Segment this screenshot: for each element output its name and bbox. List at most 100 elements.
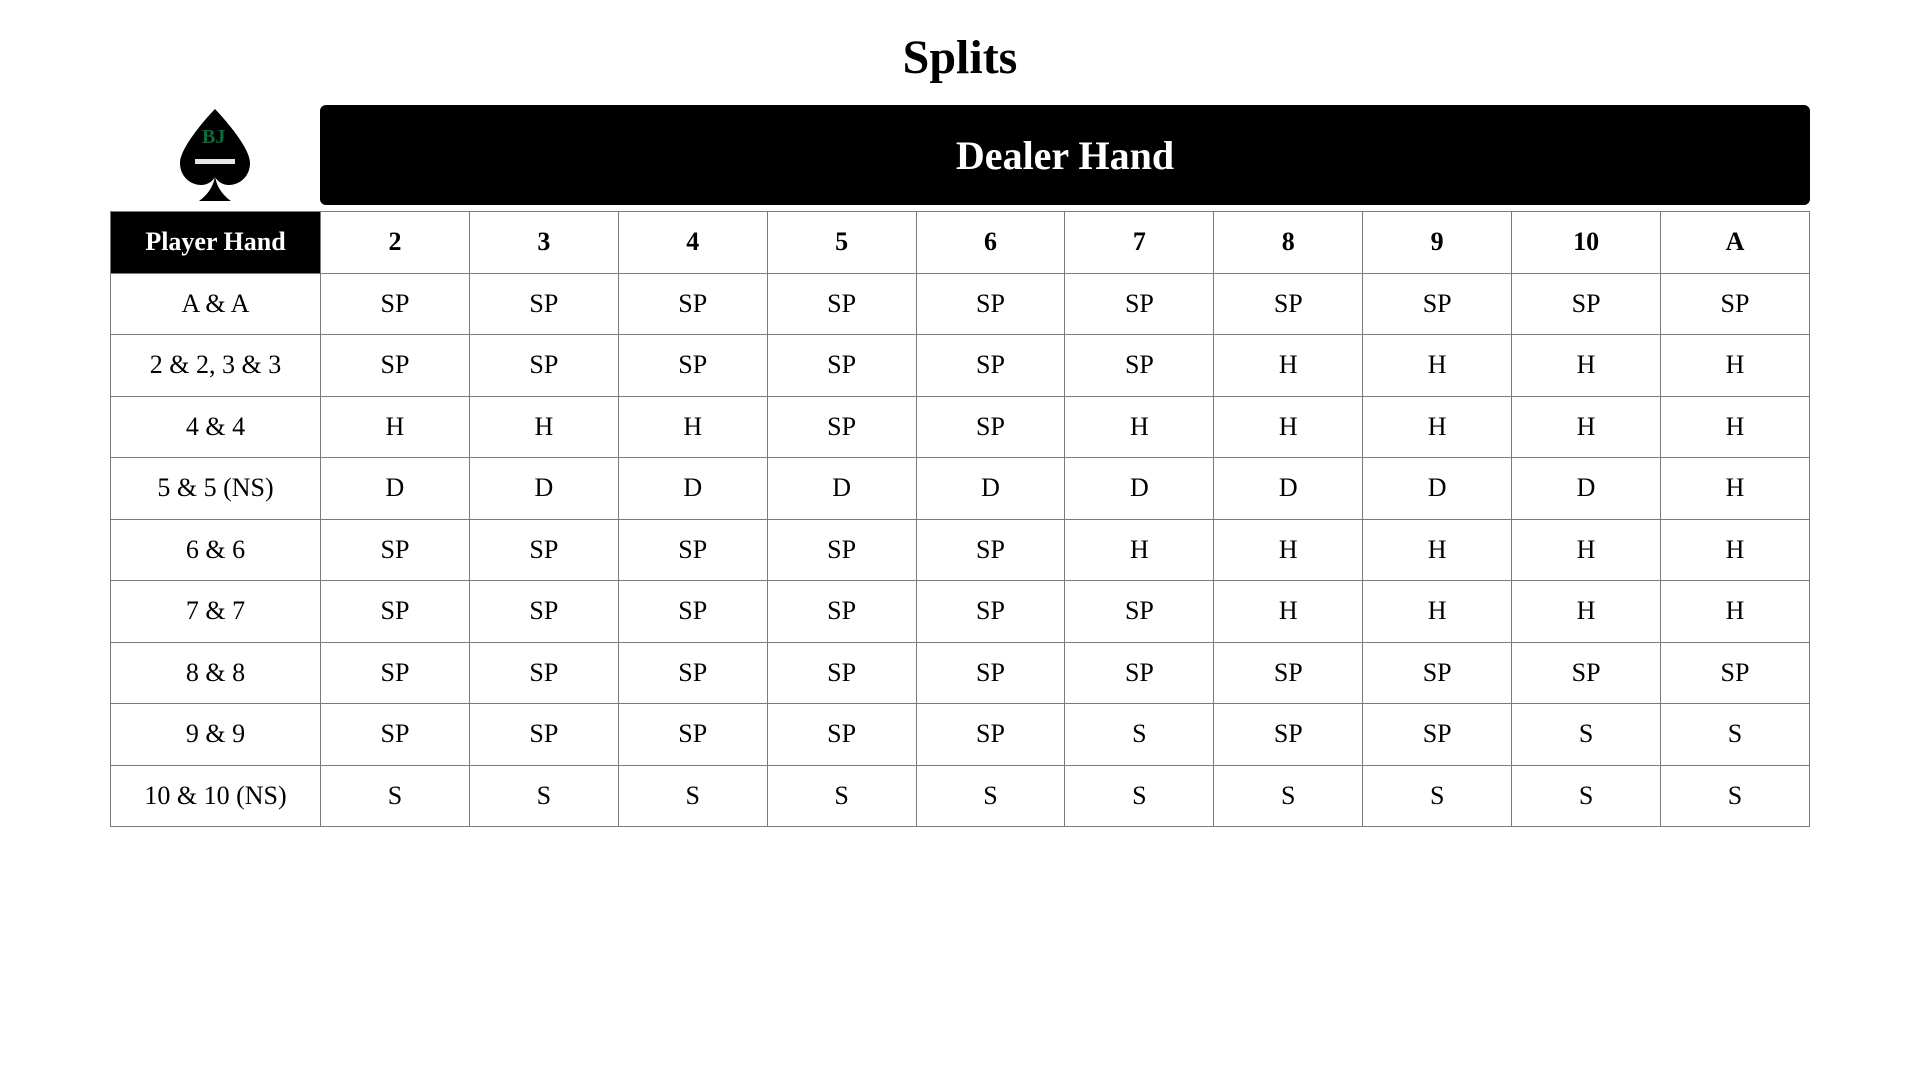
cell: SP — [618, 581, 767, 643]
player-hand-header: Player Hand — [111, 212, 321, 274]
table-row: 7 & 7 SP SP SP SP SP SP H H H H — [111, 581, 1810, 643]
cell: SP — [916, 335, 1065, 397]
col-header: 7 — [1065, 212, 1214, 274]
cell: SP — [321, 704, 470, 766]
cell: D — [1214, 458, 1363, 520]
cell: D — [469, 458, 618, 520]
cell: SP — [767, 642, 916, 704]
page-title: Splits — [110, 30, 1810, 85]
cell: H — [1661, 396, 1810, 458]
cell: D — [321, 458, 470, 520]
cell: SP — [469, 704, 618, 766]
cell: SP — [618, 273, 767, 335]
cell: H — [1512, 396, 1661, 458]
header-strip: BJ Dealer Hand — [110, 105, 1810, 205]
chart-container: Splits BJ Dealer Hand Player Hand 2 — [0, 0, 1920, 827]
cell: S — [618, 765, 767, 827]
cell: H — [1214, 581, 1363, 643]
cell: SP — [321, 273, 470, 335]
cell: SP — [1065, 581, 1214, 643]
cell: SP — [469, 581, 618, 643]
cell: H — [1363, 581, 1512, 643]
col-header: 8 — [1214, 212, 1363, 274]
cell: SP — [1363, 704, 1512, 766]
cell: SP — [767, 335, 916, 397]
cell: SP — [321, 581, 470, 643]
cell: D — [1363, 458, 1512, 520]
table-row: 5 & 5 (NS) D D D D D D D D D H — [111, 458, 1810, 520]
cell: SP — [767, 273, 916, 335]
cell: H — [1512, 581, 1661, 643]
col-header: 10 — [1512, 212, 1661, 274]
cell: D — [767, 458, 916, 520]
col-header: 9 — [1363, 212, 1512, 274]
cell: SP — [1214, 273, 1363, 335]
cell: SP — [916, 396, 1065, 458]
table-row: 8 & 8 SP SP SP SP SP SP SP SP SP SP — [111, 642, 1810, 704]
row-label: 2 & 2, 3 & 3 — [111, 335, 321, 397]
table-row: 9 & 9 SP SP SP SP SP S SP SP S S — [111, 704, 1810, 766]
cell: SP — [469, 335, 618, 397]
cell: SP — [1214, 704, 1363, 766]
cell: S — [321, 765, 470, 827]
col-header: A — [1661, 212, 1810, 274]
cell: S — [1065, 704, 1214, 766]
row-label: 4 & 4 — [111, 396, 321, 458]
col-header: 5 — [767, 212, 916, 274]
col-header: 3 — [469, 212, 618, 274]
cell: S — [469, 765, 618, 827]
row-label: 9 & 9 — [111, 704, 321, 766]
column-header-row: Player Hand 2 3 4 5 6 7 8 9 10 A — [111, 212, 1810, 274]
row-label: 5 & 5 (NS) — [111, 458, 321, 520]
cell: SP — [916, 642, 1065, 704]
cell: H — [1661, 458, 1810, 520]
logo-text: BJ — [202, 126, 225, 148]
cell: H — [1214, 396, 1363, 458]
cell: SP — [618, 642, 767, 704]
cell: SP — [1512, 273, 1661, 335]
spade-icon: BJ — [165, 105, 265, 205]
col-header: 6 — [916, 212, 1065, 274]
table-row: 6 & 6 SP SP SP SP SP H H H H H — [111, 519, 1810, 581]
row-label: 8 & 8 — [111, 642, 321, 704]
table-body: A & A SP SP SP SP SP SP SP SP SP SP 2 & … — [111, 273, 1810, 827]
table-row: 4 & 4 H H H SP SP H H H H H — [111, 396, 1810, 458]
dealer-hand-header: Dealer Hand — [320, 105, 1810, 205]
cell: SP — [1661, 273, 1810, 335]
row-label: 7 & 7 — [111, 581, 321, 643]
cell: H — [1363, 396, 1512, 458]
table-row: A & A SP SP SP SP SP SP SP SP SP SP — [111, 273, 1810, 335]
cell: H — [618, 396, 767, 458]
cell: S — [767, 765, 916, 827]
cell: S — [1363, 765, 1512, 827]
cell: SP — [1214, 642, 1363, 704]
row-label: 10 & 10 (NS) — [111, 765, 321, 827]
table-row: 2 & 2, 3 & 3 SP SP SP SP SP SP H H H H — [111, 335, 1810, 397]
cell: SP — [1065, 273, 1214, 335]
cell: H — [1065, 519, 1214, 581]
cell: H — [1661, 335, 1810, 397]
table-row: 10 & 10 (NS) S S S S S S S S S S — [111, 765, 1810, 827]
cell: SP — [1363, 642, 1512, 704]
cell: S — [1661, 765, 1810, 827]
cell: SP — [767, 396, 916, 458]
cell: SP — [767, 581, 916, 643]
cell: H — [1363, 335, 1512, 397]
cell: SP — [916, 273, 1065, 335]
cell: SP — [469, 273, 618, 335]
cell: SP — [767, 704, 916, 766]
cell: D — [618, 458, 767, 520]
cell: S — [1512, 704, 1661, 766]
cell: S — [916, 765, 1065, 827]
cell: SP — [767, 519, 916, 581]
cell: D — [1512, 458, 1661, 520]
col-header: 4 — [618, 212, 767, 274]
cell: H — [1214, 519, 1363, 581]
col-header: 2 — [321, 212, 470, 274]
cell: SP — [321, 519, 470, 581]
cell: SP — [916, 519, 1065, 581]
cell: D — [1065, 458, 1214, 520]
cell: H — [1512, 519, 1661, 581]
row-label: 6 & 6 — [111, 519, 321, 581]
cell: SP — [321, 642, 470, 704]
